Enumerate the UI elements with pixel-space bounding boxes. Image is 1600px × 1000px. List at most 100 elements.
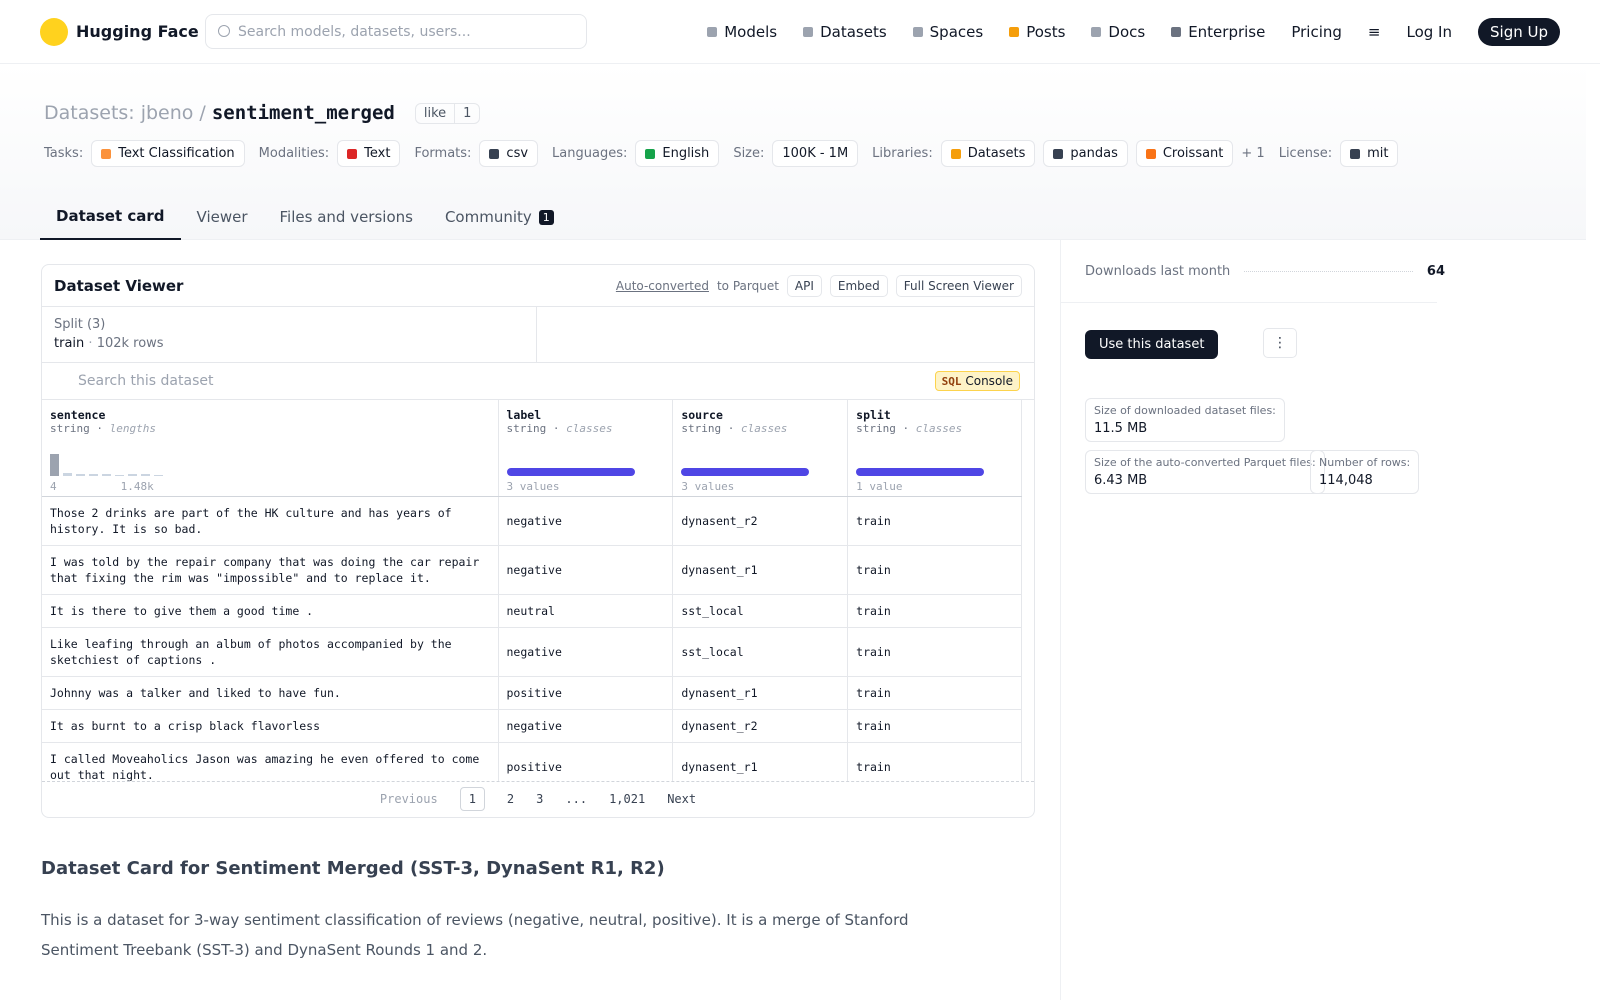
- page-link[interactable]: ...: [565, 792, 588, 806]
- stat-value: 6.43 MB: [1094, 473, 1148, 488]
- tab[interactable]: Community 1: [429, 194, 570, 240]
- like-button[interactable]: like 1: [414, 102, 481, 124]
- cell: train: [847, 709, 1022, 743]
- dataset-header: Datasets: jbeno / sentiment_merged like 1…: [0, 64, 1586, 240]
- column-header[interactable]: source string · classes 3 values: [672, 400, 849, 497]
- viewer-search[interactable]: Search this dataset SQL Console: [42, 363, 1034, 400]
- next-button[interactable]: Next: [667, 792, 697, 806]
- hist-max: 1.48k: [120, 479, 154, 493]
- column-header[interactable]: sentence string · lengths 4 1.48k: [42, 400, 499, 497]
- more-button[interactable]: ⋮: [1263, 328, 1297, 358]
- cell: train: [847, 676, 1022, 710]
- api-button[interactable]: API: [786, 274, 822, 297]
- tag[interactable]: 100K - 1M: [772, 140, 859, 167]
- nav-link[interactable]: Enterprise: [1171, 23, 1265, 41]
- cell: sst_local: [672, 627, 849, 677]
- login[interactable]: Log In: [1406, 22, 1453, 41]
- dataset-viewer: Dataset Viewer Auto-converted to Parquet…: [41, 264, 1035, 818]
- page-link[interactable]: 3: [536, 792, 544, 806]
- stat-value: 114,048: [1319, 473, 1373, 488]
- nav-link[interactable]: Spaces: [912, 23, 983, 41]
- fullscreen-button[interactable]: Full Screen Viewer: [895, 274, 1022, 297]
- table-row[interactable]: I was told by the repair company that wa…: [42, 545, 1022, 595]
- nav-link-text: Datasets: [820, 22, 887, 41]
- table-row[interactable]: Johnny was a talker and liked to have fu…: [42, 676, 1022, 710]
- tag-text: Datasets: [967, 146, 1026, 161]
- table-row[interactable]: It is there to give them a good time . ne…: [42, 594, 1022, 628]
- converted[interactable]: Auto-converted: [615, 278, 709, 293]
- column-header[interactable]: label string · classes 3 values: [498, 400, 674, 497]
- type: string: [506, 422, 547, 435]
- table-row[interactable]: Those 2 drinks are part of the HK cultur…: [42, 496, 1022, 546]
- nav-link[interactable]: Posts: [1009, 23, 1065, 41]
- hist-bin: [76, 473, 85, 476]
- tag[interactable]: English: [635, 140, 720, 167]
- nav-link[interactable]: Models: [707, 23, 777, 41]
- cell: negative: [498, 545, 674, 595]
- table-row[interactable]: I called Moveaholics Jason was amazing h…: [42, 742, 1022, 781]
- logo[interactable]: Hugging Face: [40, 17, 205, 46]
- table-row[interactable]: Like leafing through an album of photos …: [42, 627, 1022, 677]
- cell: Like leafing through an album of photos …: [42, 627, 499, 677]
- table-wrap: sentence string · lengths 4 1.48k label strin…: [42, 400, 1034, 782]
- tag[interactable]: Croissant: [1135, 140, 1234, 167]
- split-dropdown[interactable]: Split (3) train · 102k rows: [42, 307, 537, 362]
- nav-icon: [1171, 26, 1182, 37]
- page-link[interactable]: 1: [459, 787, 485, 811]
- column-name: split: [856, 408, 891, 422]
- nav-link[interactable]: Docs: [1091, 23, 1145, 41]
- table-row[interactable]: It as burnt to a crisp black flavorless n…: [42, 709, 1022, 743]
- dataset-name[interactable]: sentiment_merged: [211, 102, 395, 124]
- tag-group-label: License:: [1278, 146, 1333, 161]
- tag[interactable]: mit: [1340, 140, 1399, 167]
- embed-button[interactable]: Embed: [829, 274, 888, 297]
- stat-rows: Number of rows: 114,048: [1310, 450, 1420, 494]
- tag[interactable]: csv: [479, 140, 539, 167]
- page-link[interactable]: 2: [506, 792, 515, 806]
- tab[interactable]: Viewer: [181, 194, 264, 240]
- header-row: sentence string · lengths 4 1.48k label strin…: [42, 400, 1022, 497]
- prev-button[interactable]: Previous: [379, 792, 438, 806]
- nav-icon: [707, 26, 718, 37]
- hist-bin: [128, 473, 137, 476]
- cell: negative: [498, 496, 674, 546]
- nav-link[interactable]: Datasets: [803, 23, 887, 41]
- hist-bin: [50, 453, 59, 476]
- viewer-header: Dataset Viewer Auto-converted to Parquet…: [42, 265, 1034, 307]
- cell: neutral: [498, 594, 674, 628]
- cell: negative: [498, 709, 674, 743]
- owner[interactable]: jbeno: [140, 102, 194, 124]
- page-link[interactable]: 1,021: [609, 792, 646, 806]
- cell: dynasent_r2: [672, 709, 849, 743]
- use-dataset-button[interactable]: Use this dataset: [1085, 330, 1219, 359]
- menu-icon[interactable]: ≡: [1367, 22, 1381, 41]
- type-sep: ·: [552, 422, 560, 435]
- search-placeholder: Search models, datasets, users...: [238, 23, 471, 40]
- column-header[interactable]: split string · classes 1 value: [847, 400, 1022, 497]
- nav-link[interactable]: Pricing: [1291, 23, 1342, 41]
- sql-console[interactable]: SQL Console: [934, 371, 1020, 391]
- converted-to: to Parquet: [716, 278, 779, 293]
- class-bar: [856, 467, 985, 476]
- cell: I was told by the repair company that wa…: [42, 545, 499, 595]
- section[interactable]: Datasets:: [44, 102, 135, 124]
- tag[interactable]: pandas: [1043, 140, 1128, 167]
- cell: dynasent_r2: [672, 496, 849, 546]
- tag[interactable]: Datasets: [940, 140, 1036, 167]
- nav-icon: [912, 26, 923, 37]
- tab[interactable]: Files and versions: [264, 194, 429, 240]
- tag-more[interactable]: + 1: [1241, 146, 1265, 161]
- cell: train: [847, 496, 1022, 546]
- signup[interactable]: Sign Up: [1478, 17, 1560, 46]
- tag-text: csv: [506, 146, 529, 161]
- nav-link-text: Docs: [1108, 22, 1146, 41]
- tag[interactable]: Text Classification: [91, 140, 245, 167]
- tag[interactable]: Text: [337, 140, 401, 167]
- tag-text: English: [662, 146, 710, 161]
- site-search[interactable]: Search models, datasets, users...: [205, 14, 587, 49]
- tab[interactable]: Dataset card: [40, 194, 181, 240]
- tag-group-label: Modalities:: [258, 146, 330, 161]
- tag-text: pandas: [1070, 146, 1118, 161]
- split-rows: 102k rows: [96, 336, 164, 351]
- tag-text: Text Classification: [118, 146, 235, 161]
